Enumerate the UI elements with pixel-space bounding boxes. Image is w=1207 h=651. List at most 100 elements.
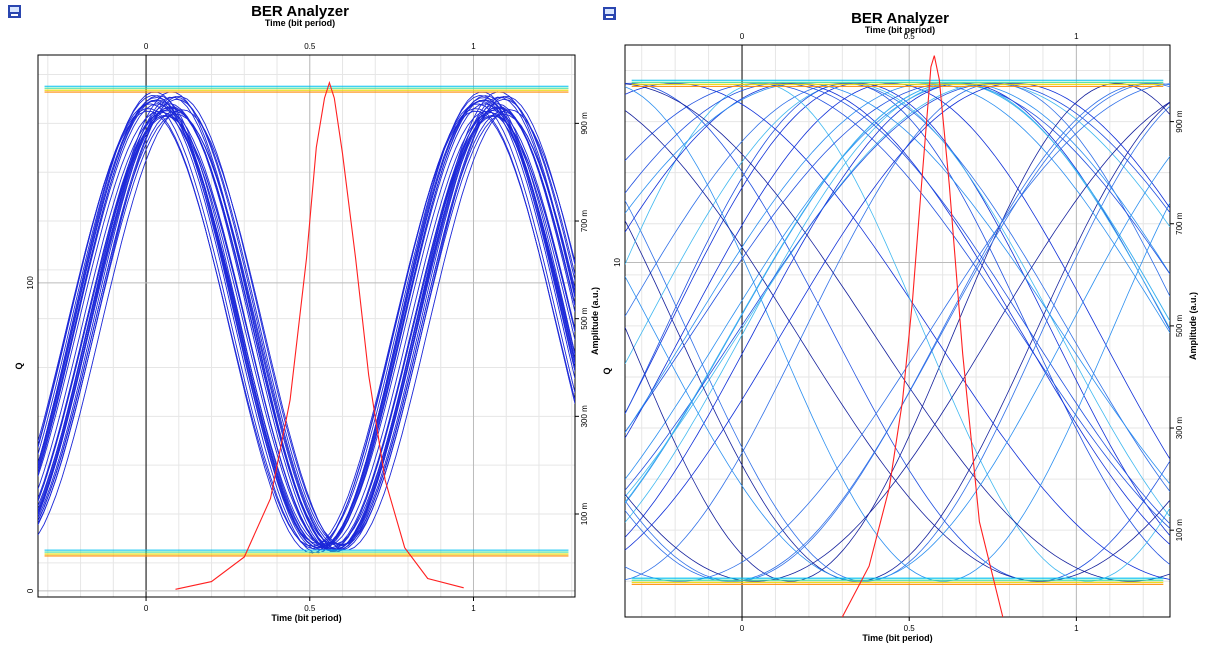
eye-trace: [38, 103, 575, 550]
eye-trace: [625, 82, 1170, 581]
eye-trace: [38, 110, 575, 545]
eye-trace: [38, 110, 575, 552]
eye-trace: [625, 86, 1170, 582]
eye-trace: [38, 96, 575, 553]
eye-trace: [625, 101, 1170, 582]
eye-trace: [38, 110, 575, 547]
eye-trace: [38, 97, 575, 549]
eye-trace: [625, 83, 1170, 582]
eye-trace: [38, 99, 575, 549]
eye-trace: [38, 91, 575, 550]
eye-trace: [625, 83, 1170, 582]
q-axis-label: Q: [602, 367, 612, 374]
x-tick-label-bottom: 1: [471, 604, 476, 613]
eye-trace: [38, 99, 575, 547]
eye-trace: [38, 103, 575, 550]
eye-trace: [38, 98, 575, 546]
q-tick-label: 0: [26, 588, 35, 593]
eye-trace: [625, 156, 1170, 582]
eye-trace: [38, 110, 575, 552]
eye-trace: [625, 82, 1170, 545]
amplitude-tick-label: 900 m: [1175, 110, 1184, 133]
eye-traces: [38, 85, 575, 557]
eye-trace: [38, 98, 575, 546]
eye-trace: [38, 97, 575, 549]
eye-trace: [38, 114, 575, 549]
eye-trace: [625, 82, 1170, 485]
eye-trace: [38, 110, 575, 550]
amplitude-tick-label: 300 m: [1175, 417, 1184, 440]
eye-trace: [38, 99, 575, 549]
q-tick-label: 10: [613, 257, 622, 266]
eye-trace: [625, 82, 1170, 504]
top-x-axis-label: Time (bit period): [865, 25, 935, 35]
q-factor-curve: [841, 55, 1004, 617]
eye-trace: [38, 112, 575, 547]
eye-trace: [625, 82, 1170, 525]
x-tick-label-top: 1: [1074, 32, 1079, 41]
eye-trace: [625, 82, 1170, 582]
ber-analyzer-panel-left: BER Analyzer Time (bit period) 0 0 0.5 0.5 1 1 T…: [0, 0, 600, 651]
x-tick-label-bottom: 0: [144, 604, 149, 613]
eye-trace: [38, 106, 575, 545]
scope-icon: [8, 5, 21, 18]
amplitude-tick-label: 100 m: [580, 503, 589, 526]
chart-title: BER Analyzer: [251, 3, 349, 20]
eye-trace: [38, 99, 575, 547]
eye-trace: [625, 82, 1170, 492]
eye-trace: [38, 106, 575, 550]
scope-icon-base: [11, 14, 18, 16]
eye-trace: [38, 103, 575, 552]
eye-trace: [38, 110, 575, 545]
eye-trace: [625, 82, 1170, 538]
eye-trace: [38, 110, 575, 547]
eye-trace: [625, 105, 1170, 582]
x-tick-label-bottom: 0.5: [904, 624, 916, 633]
eye-trace: [38, 91, 575, 550]
eye-trace: [625, 82, 1170, 536]
eye-trace: [38, 95, 575, 548]
scope-icon-screen: [605, 9, 614, 14]
x-tick-label-bottom: 1: [1074, 624, 1079, 633]
amplitude-axis-label: Amplitude (a.u.): [1188, 292, 1198, 360]
eye-trace: [625, 82, 1170, 551]
amplitude-tick-label: 700 m: [1175, 212, 1184, 235]
eye-trace: [38, 96, 575, 553]
x-tick-label-bottom: 0.5: [304, 604, 316, 613]
eye-trace: [38, 100, 575, 554]
eye-trace: [625, 82, 1170, 529]
q-factor-curve: [175, 80, 464, 590]
x-tick-label-top: 0.5: [304, 42, 316, 51]
eye-trace: [38, 91, 575, 551]
eye-trace: [38, 110, 575, 550]
eye-trace: [38, 113, 575, 551]
eye-trace: [38, 116, 575, 550]
eye-trace: [38, 103, 575, 550]
eye-trace: [38, 114, 575, 549]
eye-trace: [625, 82, 1170, 433]
eye-trace: [625, 82, 1170, 582]
eye-trace: [625, 82, 1170, 565]
eye-trace: [38, 112, 575, 547]
eye-trace: [38, 106, 575, 545]
q-axis-label: Q: [14, 362, 24, 369]
x-tick-label-top: 0: [740, 32, 745, 41]
chart-title: BER Analyzer: [851, 10, 949, 27]
eye-trace: [38, 113, 575, 551]
eye-trace: [625, 82, 1170, 523]
plot-frame: [37, 54, 576, 598]
grid: [625, 45, 1170, 617]
scope-icon-screen: [10, 7, 19, 12]
q-tick-label: 100: [26, 276, 35, 290]
eye-trace: [38, 100, 575, 554]
amplitude-tick-label: 500 m: [580, 307, 589, 330]
amplitude-tick-label: 500 m: [1175, 314, 1184, 337]
eye-trace: [625, 101, 1170, 582]
x-axis-label: Time (bit period): [271, 613, 341, 623]
eye-trace: [38, 109, 575, 551]
eye-trace: [38, 116, 575, 550]
eye-trace: [625, 82, 1170, 433]
x-tick-label-top: 1: [471, 42, 476, 51]
